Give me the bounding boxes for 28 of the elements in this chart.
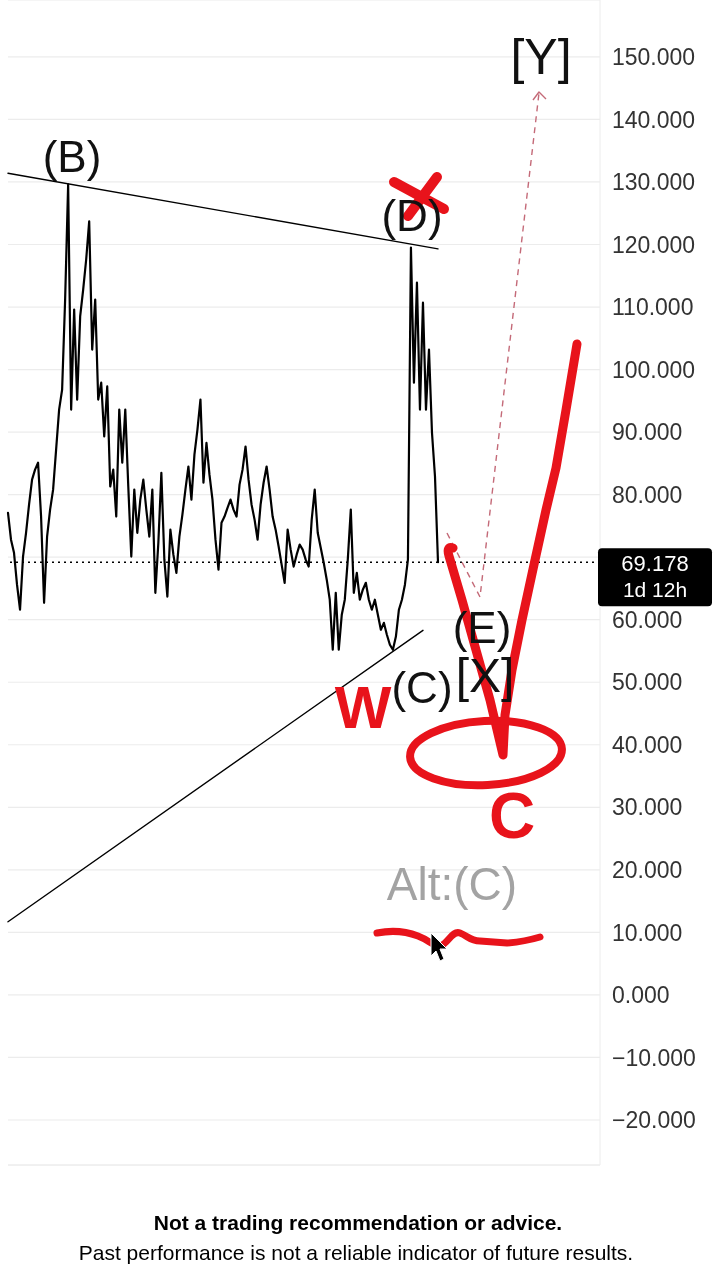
y-tick-label: 0.000 — [612, 982, 670, 1009]
y-tick-label: 60.000 — [612, 606, 683, 633]
y-tick-label: −10.000 — [612, 1044, 696, 1071]
ref-line-label: 69.178 — [621, 551, 689, 577]
text: C — [488, 780, 536, 852]
y-tick-label: 140.000 — [612, 106, 696, 133]
text: Past performance is not a reliable indicator of future results. — [78, 1241, 634, 1264]
annotation: Alt:(C) — [386, 858, 518, 910]
annotation: W — [334, 674, 392, 741]
y-tick-label: 50.000 — [612, 669, 683, 696]
y-tick-label: 100.000 — [612, 356, 696, 383]
y-tick-label: 20.000 — [612, 857, 683, 884]
y-tick-label: 80.000 — [612, 481, 683, 508]
y-tick-label: 110.000 — [612, 294, 694, 321]
text: 1d 12h — [622, 578, 688, 601]
text: Not a trading recommendation or advice. — [153, 1211, 563, 1234]
text: [Y] — [510, 29, 572, 85]
annotation: (D) — [381, 190, 443, 240]
y-tick-label: 150.000 — [612, 44, 696, 71]
y-tick-label: 90.000 — [612, 419, 683, 446]
annotation: (B) — [42, 132, 102, 182]
y-tick-label: 120.000 — [612, 231, 696, 258]
annotation: (C) — [391, 663, 453, 712]
y-tick-label: 40.000 — [612, 731, 683, 758]
y-tick-label: −20.000 — [612, 1107, 696, 1134]
y-tick-label: 10.000 — [612, 919, 683, 946]
y-tick-label: 130.000 — [612, 169, 696, 196]
y-tick-label: 30.000 — [612, 794, 683, 821]
